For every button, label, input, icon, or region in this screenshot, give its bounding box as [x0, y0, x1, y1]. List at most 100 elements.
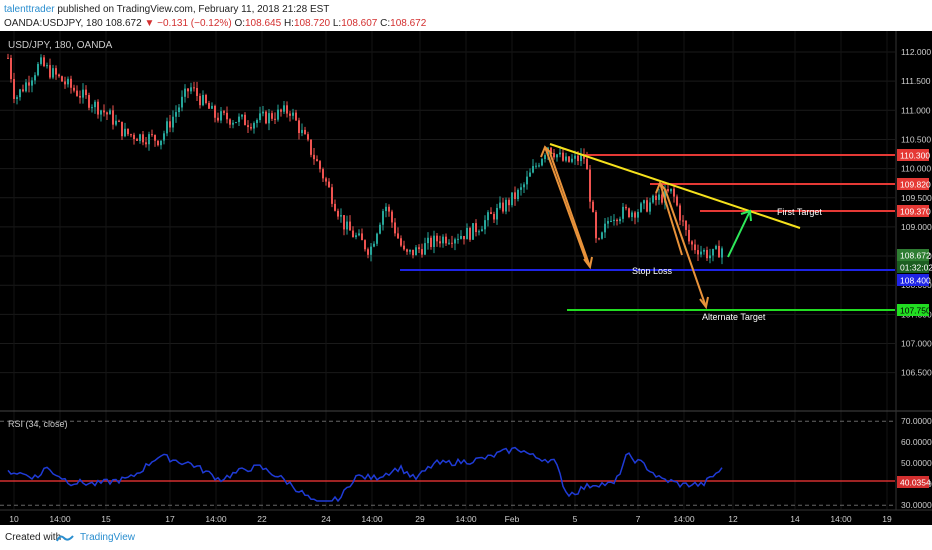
- candle-body: [436, 235, 438, 242]
- chart-area[interactable]: USD/JPY, 180, OANDA First Target Stop Lo…: [0, 31, 932, 525]
- orange-arrow-2[interactable]: [549, 152, 591, 268]
- time-axis[interactable]: 10 14:00 15 17 14:00 22 24 14:00 29 14:00 Feb 5 7 14:…: [9, 514, 892, 524]
- candle-body: [184, 88, 186, 97]
- candle-body: [358, 233, 360, 236]
- low-label: L:: [332, 18, 342, 29]
- candle-body: [193, 87, 195, 89]
- candle-body: [412, 249, 414, 256]
- candle-body: [691, 241, 693, 245]
- published-text: published on TradingView.com, February 1…: [57, 4, 330, 15]
- time-tick-label: 19: [882, 514, 892, 524]
- candle-body: [664, 189, 666, 203]
- candle-body: [88, 95, 90, 108]
- candle-body: [580, 154, 582, 162]
- change-value: −0.131 (−0.12%): [157, 18, 232, 29]
- candle-body: [559, 152, 561, 155]
- orange-arrow-1-head: [540, 145, 553, 158]
- candle-body: [73, 87, 75, 91]
- footer: Created with TradingView: [0, 525, 932, 550]
- current-price-text: 108.672: [900, 251, 931, 261]
- candle-body: [28, 82, 30, 86]
- candle-body: [460, 235, 462, 239]
- time-tick-label: 14:00: [455, 514, 477, 524]
- orange-arrow-1[interactable]: [544, 146, 588, 264]
- candle-body: [367, 249, 369, 255]
- tradingview-logo-icon[interactable]: [55, 533, 75, 543]
- candle-body: [190, 87, 192, 92]
- rsi-current-text: 40.0354: [900, 478, 931, 488]
- candle-body: [181, 96, 183, 108]
- candle-body: [205, 94, 207, 104]
- candle-body: [529, 172, 531, 177]
- candle-body: [637, 211, 639, 218]
- candle-body: [667, 189, 669, 192]
- candle-body: [70, 78, 72, 88]
- candle-body: [376, 233, 378, 244]
- candle-body: [526, 176, 528, 185]
- candle-body: [322, 169, 324, 179]
- candle-body: [709, 255, 711, 259]
- candle-body: [502, 202, 504, 212]
- chart-svg[interactable]: USD/JPY, 180, OANDA First Target Stop Lo…: [0, 31, 932, 525]
- open-value: 108.645: [245, 18, 282, 29]
- candle-body: [721, 248, 723, 258]
- author-link[interactable]: talenttrader: [4, 4, 55, 15]
- candle-body: [418, 247, 420, 250]
- candle-body: [469, 227, 471, 240]
- symbol-title: USD/JPY, 180, OANDA: [8, 40, 113, 51]
- candle-body: [601, 232, 603, 239]
- candle-body: [661, 194, 663, 203]
- candle-body: [118, 120, 120, 122]
- candle-body: [22, 89, 24, 92]
- time-tick-label: 10: [9, 514, 19, 524]
- candle-body: [646, 200, 648, 212]
- candle-body: [544, 155, 546, 160]
- candle-body: [55, 68, 57, 75]
- open-label: O:: [234, 18, 245, 29]
- rsi-tick-label: 30.0000: [901, 500, 932, 510]
- time-tick-label: 29: [415, 514, 425, 524]
- alternate-target-label[interactable]: Alternate Target: [702, 312, 766, 322]
- tradingview-brand[interactable]: TradingView: [80, 532, 136, 543]
- green-arrow-icon[interactable]: [727, 209, 752, 258]
- price-tick-label: 109.500: [901, 193, 932, 203]
- candle-body: [448, 242, 450, 244]
- candle-body: [304, 129, 306, 135]
- candles: [7, 53, 723, 265]
- price-tick-label: 110.500: [901, 134, 931, 144]
- rsi-tick-label: 50.0000: [901, 458, 932, 468]
- candle-body: [355, 235, 357, 238]
- candle-body: [406, 249, 408, 252]
- candle-body: [247, 125, 249, 128]
- candle-body: [85, 89, 87, 96]
- candle-body: [697, 250, 699, 255]
- candle-body: [484, 220, 486, 230]
- first-target-label[interactable]: First Target: [777, 207, 822, 217]
- candle-body: [403, 245, 405, 250]
- candle-body: [316, 159, 318, 162]
- stop-loss-label[interactable]: Stop Loss: [632, 266, 673, 276]
- candle-body: [676, 196, 678, 206]
- candle-body: [109, 110, 111, 115]
- close-label: C:: [380, 18, 391, 29]
- candle-body: [79, 95, 81, 98]
- trendline[interactable]: [549, 143, 801, 229]
- candle-body: [577, 155, 579, 162]
- candle-body: [619, 218, 621, 222]
- candle-body: [703, 250, 705, 252]
- candle-body: [415, 247, 417, 256]
- candle-body: [607, 221, 609, 224]
- candle-body: [673, 188, 675, 197]
- candle-body: [286, 105, 288, 114]
- orange-arrow-4[interactable]: [664, 188, 707, 308]
- candle-body: [214, 105, 216, 118]
- candle-body: [112, 110, 114, 125]
- time-tick-label: 5: [573, 514, 578, 524]
- orange-arrow-3[interactable]: [659, 182, 683, 256]
- candle-body: [352, 230, 354, 238]
- candle-body: [595, 212, 597, 239]
- candle-body: [157, 140, 159, 146]
- orange-arrows[interactable]: [540, 145, 709, 310]
- candle-body: [340, 215, 342, 217]
